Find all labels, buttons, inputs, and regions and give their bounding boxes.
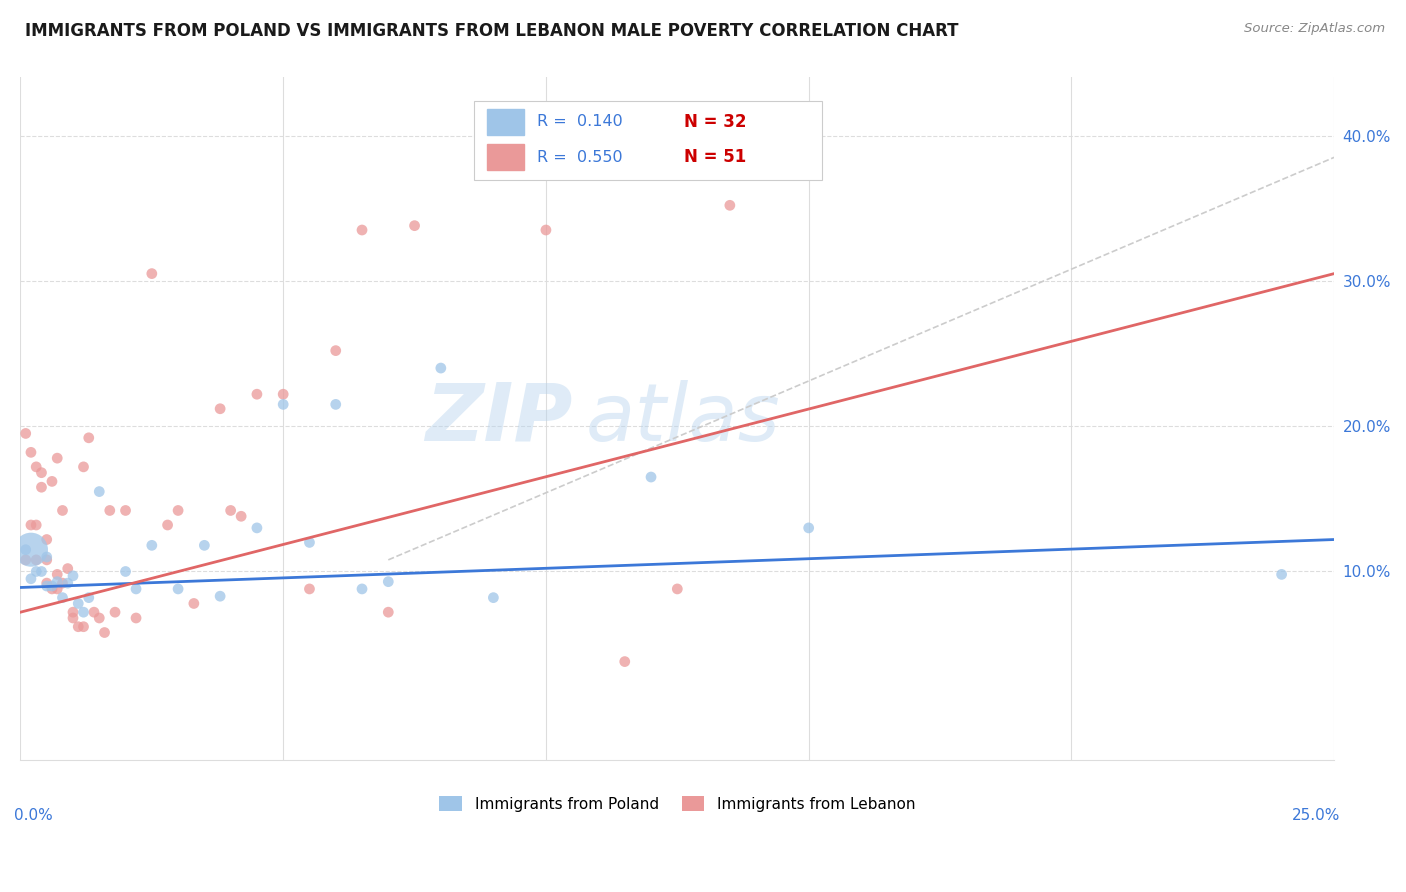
Point (14, 542, 37, 557)
Point (350, 582, 373, 596)
Text: R =  0.140: R = 0.140 (537, 114, 623, 129)
Point (156, 518, 179, 533)
Point (46, 582, 69, 596)
Point (666, 582, 689, 596)
Text: 25.0%: 25.0% (1292, 808, 1341, 823)
Point (377, 605, 399, 619)
Point (125, 611, 148, 625)
Point (77, 591, 100, 605)
Point (125, 582, 148, 596)
Point (46, 574, 69, 589)
Point (72, 620, 94, 634)
Point (430, 361, 453, 376)
Point (167, 582, 190, 596)
Point (14, 553, 37, 567)
Bar (486, 145, 523, 170)
Point (25, 565, 48, 579)
Point (20, 572, 42, 586)
Point (20, 518, 42, 533)
Point (35, 553, 58, 567)
Text: IMMIGRANTS FROM POLAND VS IMMIGRANTS FROM LEBANON MALE POVERTY CORRELATION CHART: IMMIGRANTS FROM POLAND VS IMMIGRANTS FRO… (25, 22, 959, 40)
Point (56, 561, 79, 575)
Point (77, 431, 100, 445)
Point (183, 597, 205, 611)
Point (35, 533, 58, 547)
Point (46, 567, 69, 582)
Point (350, 223, 373, 237)
Legend: Immigrants from Poland, Immigrants from Lebanon: Immigrants from Poland, Immigrants from … (433, 789, 921, 818)
Point (62, 569, 84, 583)
Point (613, 655, 636, 669)
FancyBboxPatch shape (474, 102, 823, 180)
Point (141, 538, 163, 552)
Point (797, 521, 820, 535)
Point (51, 591, 73, 605)
Point (98, 503, 121, 517)
Point (89, 484, 111, 499)
Point (93, 625, 115, 640)
Point (67, 620, 90, 634)
Point (231, 509, 253, 524)
Point (35, 549, 58, 564)
Point (193, 538, 215, 552)
Point (404, 219, 426, 233)
Point (56, 576, 79, 591)
Point (25, 459, 48, 474)
Point (246, 521, 269, 535)
Point (20, 542, 42, 557)
Point (298, 582, 321, 596)
Point (209, 589, 232, 603)
Point (377, 574, 399, 589)
Point (62, 611, 84, 625)
Point (35, 576, 58, 591)
Point (246, 387, 269, 401)
Point (219, 503, 242, 517)
Point (46, 451, 69, 466)
Point (114, 565, 136, 579)
Point (30, 565, 52, 579)
Point (271, 397, 294, 411)
Point (209, 401, 232, 416)
Text: N = 51: N = 51 (683, 148, 747, 166)
Point (67, 597, 90, 611)
Point (298, 535, 321, 549)
Point (30, 480, 52, 494)
Point (325, 343, 347, 358)
Point (89, 611, 111, 625)
Point (25, 553, 48, 567)
Point (167, 503, 190, 517)
Text: N = 32: N = 32 (683, 112, 747, 131)
Point (534, 223, 557, 237)
Point (104, 605, 127, 619)
Text: Source: ZipAtlas.com: Source: ZipAtlas.com (1244, 22, 1385, 36)
Bar (486, 109, 523, 135)
Point (25, 518, 48, 533)
Point (271, 387, 294, 401)
Point (35, 579, 58, 593)
Point (41, 475, 63, 489)
Point (14, 426, 37, 441)
Text: ZIP: ZIP (425, 380, 572, 458)
Point (114, 503, 136, 517)
Point (51, 576, 73, 591)
Point (1271, 567, 1294, 582)
Point (72, 605, 94, 619)
Point (718, 198, 741, 212)
Point (72, 459, 94, 474)
Text: atlas: atlas (585, 380, 780, 458)
Point (141, 267, 163, 281)
Point (62, 605, 84, 619)
Point (51, 503, 73, 517)
Point (482, 591, 505, 605)
Point (83, 605, 105, 619)
Point (41, 582, 63, 596)
Text: 0.0%: 0.0% (14, 808, 52, 823)
Point (30, 466, 52, 480)
Point (640, 470, 662, 484)
Point (41, 579, 63, 593)
Point (20, 445, 42, 459)
Point (325, 397, 347, 411)
Text: R =  0.550: R = 0.550 (537, 150, 623, 165)
